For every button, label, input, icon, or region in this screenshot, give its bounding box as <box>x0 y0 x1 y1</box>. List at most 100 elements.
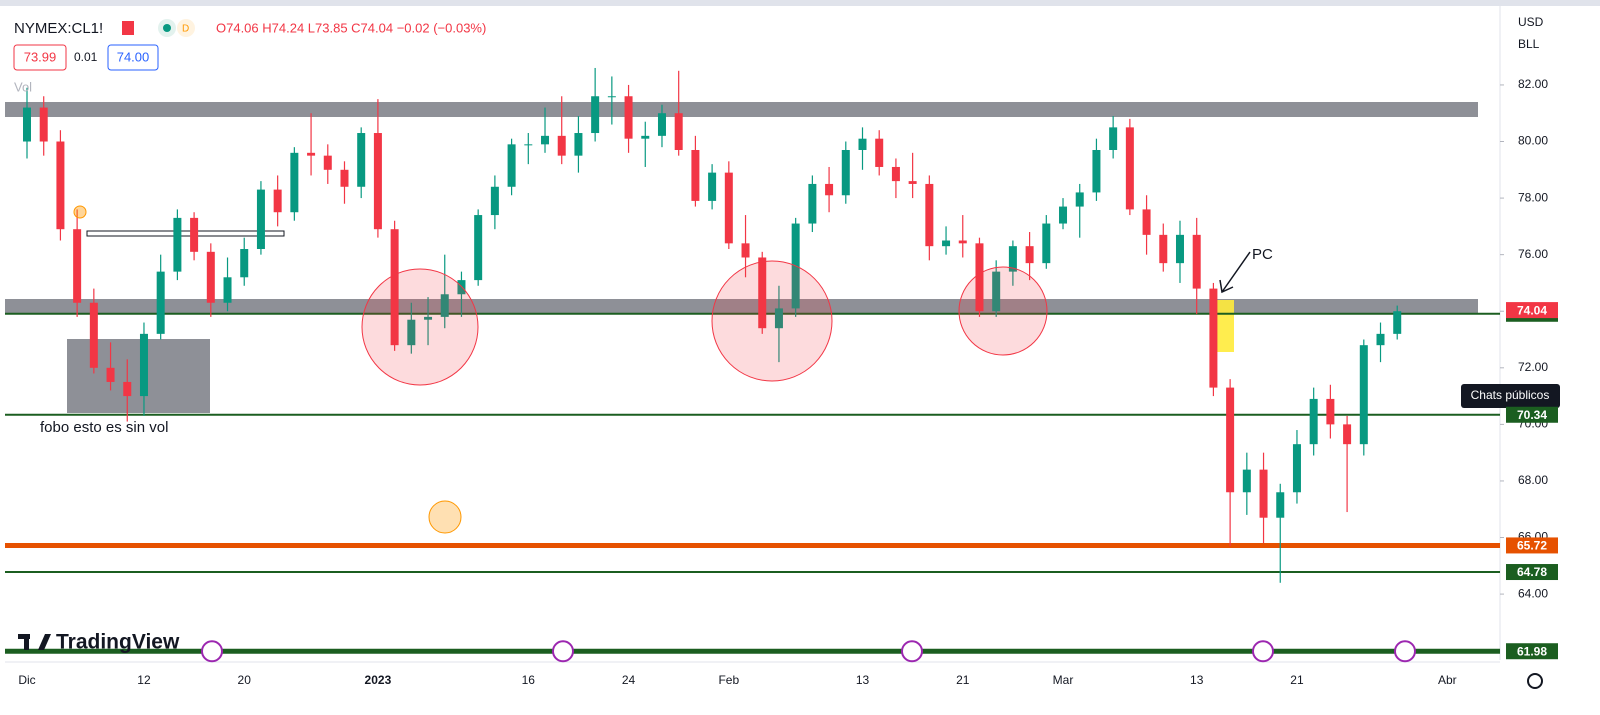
price-label-box <box>1506 406 1558 423</box>
candle-body <box>908 181 917 184</box>
highlight-circle <box>958 266 1048 356</box>
candle-body <box>474 215 483 281</box>
unit[interactable]: BLL <box>1518 37 1540 51</box>
candle-body <box>758 257 767 329</box>
candle-body <box>1226 387 1235 493</box>
arrow-head <box>1219 279 1234 294</box>
candle-body <box>1376 333 1385 346</box>
candle-body <box>1175 234 1184 264</box>
candle-body <box>256 189 265 249</box>
candle-body <box>1008 246 1017 272</box>
arrow <box>1221 251 1251 293</box>
candle-body <box>1075 192 1084 207</box>
candle-body <box>708 172 717 201</box>
highlight-circle <box>711 260 833 382</box>
candle-body <box>240 248 249 278</box>
candle-body <box>942 240 951 247</box>
volume-label[interactable]: Vol <box>14 79 32 94</box>
candle-body <box>624 96 633 139</box>
candle-body <box>774 308 783 329</box>
candle-body <box>56 141 65 230</box>
candle-body <box>1192 234 1201 289</box>
ohlc: O74.06 H74.24 L73.85 C74.04 −0.02 (−0.03… <box>216 20 486 35</box>
y-tick-label: 82.00 <box>1518 77 1548 91</box>
symbol[interactable]: NYMEX:CL1! <box>14 20 103 37</box>
settings-icon[interactable] <box>1527 673 1543 689</box>
candle-body <box>641 135 650 139</box>
candle-body <box>724 172 733 244</box>
price-label: 64.78 <box>1517 565 1547 579</box>
candle-body <box>206 251 215 303</box>
event-icon[interactable] <box>1394 640 1416 663</box>
spread: 0.01 <box>74 50 98 64</box>
logo[interactable]: TradingView <box>56 631 180 654</box>
tooltip-box <box>1461 384 1560 408</box>
candle-body <box>975 243 984 312</box>
x-tick-label: 21 <box>956 673 970 687</box>
candle-body <box>1393 311 1402 334</box>
candle-body <box>958 240 967 244</box>
candle-body <box>407 319 416 346</box>
candle-body <box>841 149 850 196</box>
candle-body <box>674 113 683 150</box>
currency[interactable]: USD <box>1518 15 1544 29</box>
y-tick-label: 76.00 <box>1518 247 1548 261</box>
x-tick-label: 13 <box>1190 673 1204 687</box>
logo-mark <box>38 634 51 650</box>
x-tick-label: 16 <box>522 673 536 687</box>
candle-body <box>591 96 600 134</box>
candle-body <box>1025 246 1034 264</box>
candle-body <box>223 277 232 303</box>
x-tick-label: 21 <box>1290 673 1304 687</box>
candle-body <box>1042 223 1051 264</box>
marker-circle <box>73 205 87 219</box>
delay-icon <box>177 19 195 37</box>
event-icon[interactable] <box>901 640 923 663</box>
x-tick-label: 13 <box>856 673 870 687</box>
y-tick-label: 80.00 <box>1518 134 1548 148</box>
candle-body <box>156 271 165 334</box>
price-label-box <box>1506 564 1558 581</box>
price-label: 65.72 <box>1517 539 1547 553</box>
x-tick-label: Mar <box>1053 673 1074 687</box>
candle-body <box>925 183 934 247</box>
bid-box[interactable] <box>13 44 67 71</box>
event-icon[interactable] <box>201 640 223 663</box>
candle-body <box>1142 209 1151 235</box>
event-icon[interactable] <box>552 640 574 663</box>
tooltip: Chats públicos <box>1471 388 1550 402</box>
candle-body <box>875 138 884 167</box>
candle-body <box>307 152 316 156</box>
candle-body <box>1125 127 1134 210</box>
x-tick-label: Feb <box>718 673 739 687</box>
candle-body <box>557 135 566 156</box>
ask-box[interactable] <box>107 44 159 71</box>
candle-body <box>440 294 449 317</box>
candle-body <box>457 280 466 295</box>
bid[interactable]: 73.99 <box>24 49 57 64</box>
candle-body <box>657 113 666 136</box>
candle-body <box>490 186 499 216</box>
candle-body <box>173 217 182 272</box>
candle-body <box>691 149 700 201</box>
delay-letter: D <box>182 24 189 35</box>
candle-body <box>340 169 349 187</box>
candle-body <box>23 107 31 142</box>
candle-body <box>1309 398 1318 445</box>
candle-body <box>89 302 98 368</box>
event-icon[interactable] <box>1252 640 1274 663</box>
ask[interactable]: 74.00 <box>117 49 150 64</box>
flag-icon[interactable] <box>122 21 134 35</box>
y-tick-label: 72.00 <box>1518 360 1548 374</box>
candle-body <box>607 96 616 98</box>
price-label-box <box>1506 643 1558 660</box>
candle-body <box>524 144 533 146</box>
logo-mark <box>24 634 29 650</box>
x-tick-label: Abr <box>1438 673 1457 687</box>
candle-body <box>273 189 282 213</box>
annotation: fobo esto es sin vol <box>40 419 168 436</box>
candle-body <box>39 107 48 142</box>
candle-body <box>507 144 516 187</box>
price-label: 61.98 <box>1517 644 1547 658</box>
